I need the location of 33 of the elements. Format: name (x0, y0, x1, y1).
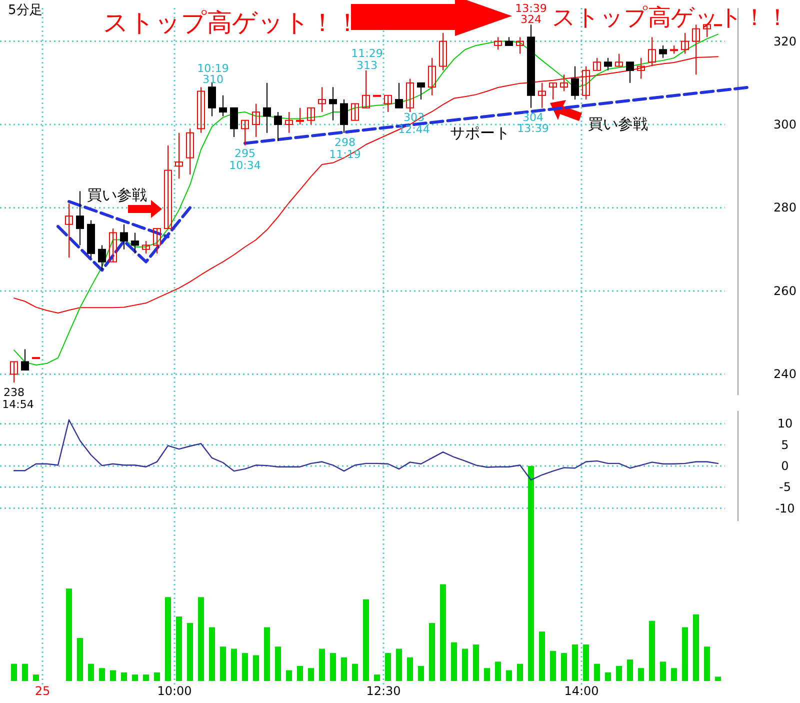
y-tick-label: 10 (777, 416, 793, 431)
annotation: 298 (334, 136, 356, 149)
annotation: 10:19 (197, 62, 229, 75)
annotation: 10:34 (229, 159, 261, 172)
annotation: ストップ高ゲット！！ (103, 8, 360, 37)
y-tick-label: 300 (774, 118, 796, 132)
annotation: 310 (202, 73, 224, 86)
y-tick-label: -10 (775, 501, 795, 516)
y-tick-label: 5 (781, 438, 789, 452)
y-tick-label: -5 (779, 480, 791, 494)
y-tick-label: 0 (781, 459, 789, 473)
y-tick-label: 320 (774, 34, 796, 48)
y-tick-label: 280 (774, 200, 796, 215)
annotation: 324 (520, 13, 542, 26)
annotation: 13:39 (517, 122, 549, 135)
y-tick-label: 260 (774, 284, 796, 298)
chart-title: 5分足 (8, 3, 42, 18)
x-tick-label: 12:30 (366, 684, 401, 698)
annotation: 11:29 (351, 47, 383, 60)
annotation: 304 (522, 111, 544, 124)
annotation: 買い参戦 (87, 186, 147, 204)
annotation: サポート (450, 124, 510, 142)
annotation: 14:54 (2, 398, 34, 411)
y-tick-label: 240 (774, 367, 796, 382)
annotation: 295 (234, 147, 256, 160)
annotation: 13:39 (515, 2, 547, 15)
annotation: 12:44 (398, 123, 430, 136)
annotation: 買い参戦 (588, 115, 648, 133)
annotation: 313 (356, 59, 378, 72)
x-tick-label: 10:00 (157, 684, 192, 698)
x-tick-label: 25 (34, 684, 50, 698)
annotation: 238 (4, 386, 24, 399)
x-tick-label: 14:00 (564, 684, 599, 698)
